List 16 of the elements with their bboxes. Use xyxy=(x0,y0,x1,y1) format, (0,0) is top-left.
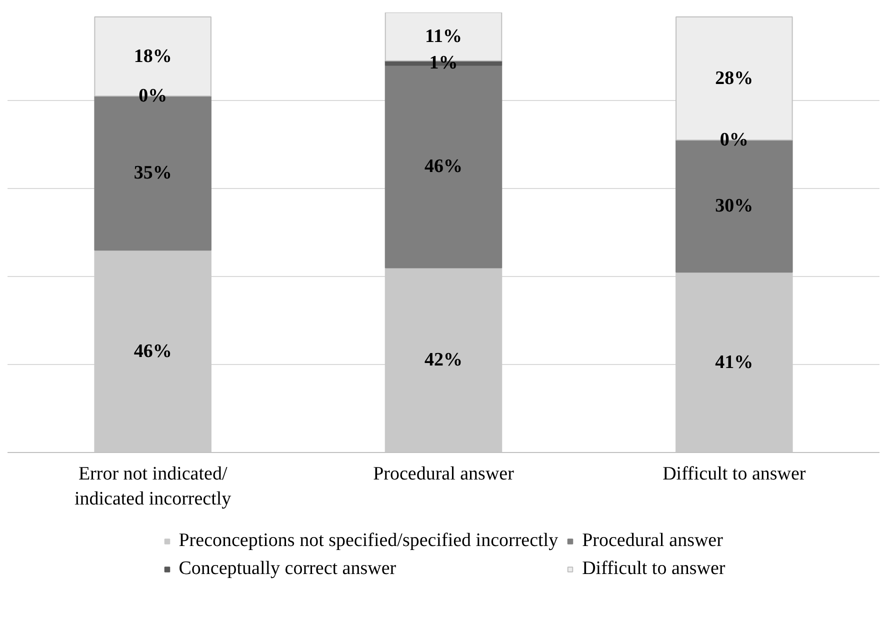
x-tick-label: Difficult to answer xyxy=(662,464,806,484)
data-label: 30% xyxy=(715,196,754,217)
data-label: 28% xyxy=(715,68,754,89)
data-label: 42% xyxy=(424,350,462,371)
data-label: 46% xyxy=(134,340,172,362)
data-label: 18% xyxy=(134,46,172,67)
data-label: 35% xyxy=(134,162,172,184)
legend-label: Difficult to answer xyxy=(582,558,726,580)
data-label: 46% xyxy=(424,156,462,177)
legend-label: Procedural answer xyxy=(582,530,723,552)
legend-label: Preconceptions not specified/specified incorrectly xyxy=(178,530,558,552)
data-label: 41% xyxy=(715,352,754,373)
legend-label: Conceptually correct answer xyxy=(178,558,396,580)
data-label: 11% xyxy=(425,26,462,48)
x-tick-label: Procedural answer xyxy=(373,464,515,484)
x-tick-label: Error not indicated/ indicated incorrectly xyxy=(74,464,232,510)
